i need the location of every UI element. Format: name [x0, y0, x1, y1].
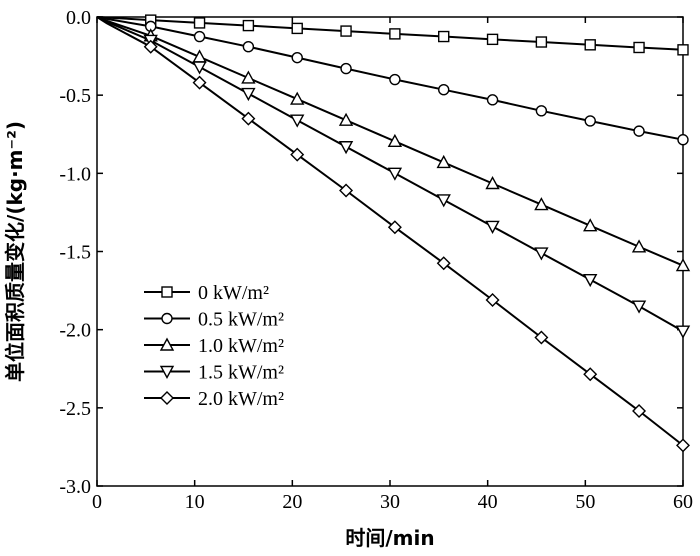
marker-triangle-down [387, 167, 403, 181]
legend-item: 0.5 kW/m² [144, 309, 284, 331]
legend-label: 0 kW/m² [198, 282, 269, 304]
y-tick-label: -2.0 [59, 320, 91, 342]
marker-diamond [241, 111, 256, 126]
x-tick-label: 20 [282, 491, 302, 513]
marker-square [340, 25, 352, 37]
x-tick-label: 40 [478, 491, 498, 513]
marker-square [677, 44, 689, 56]
marker-triangle-up [583, 218, 598, 232]
legend-item: 2.0 kW/m² [144, 388, 284, 410]
marker-diamond [485, 292, 500, 307]
marker-circle [161, 312, 173, 325]
axes: 0 10 20 30 40 50 60 0.0 -0.5 -1.0 -1.5 -2.0 -2.5 -3.0 [59, 7, 693, 513]
series-0 [96, 14, 689, 56]
marker-triangle-down [534, 247, 549, 261]
series-layer [96, 14, 691, 453]
marker-square [161, 286, 173, 298]
marker-diamond [387, 220, 402, 235]
marker-diamond [436, 256, 451, 271]
legend-label: 1.5 kW/m² [198, 362, 284, 384]
y-axis-title: 单位面积质量变化/(kg·m⁻²) [3, 121, 27, 382]
marker-diamond [632, 403, 647, 418]
marker-triangle-down [338, 141, 354, 155]
marker-diamond [583, 367, 598, 382]
marker-triangle-down [485, 220, 500, 234]
marker-square [242, 19, 255, 32]
marker-triangle-up [436, 154, 451, 169]
marker-diamond [192, 75, 207, 90]
y-tick-label: 0.0 [66, 7, 91, 29]
marker-diamond [534, 330, 549, 345]
x-axis-title: 时间/min [345, 526, 434, 550]
marker-diamond [676, 438, 690, 453]
x-tick-label: 10 [185, 491, 205, 513]
marker-triangle-down [631, 300, 647, 314]
marker-triangle-up [338, 112, 354, 126]
marker-circle [633, 125, 645, 137]
marker-triangle-up [387, 133, 403, 147]
series-line [96, 16, 684, 333]
marker-diamond [339, 183, 354, 198]
marker-square [535, 36, 548, 48]
x-tick-label: 60 [673, 491, 693, 513]
marker-triangle-down [159, 365, 175, 379]
x-tick-label: 30 [380, 491, 400, 513]
y-tick-label: -2.5 [59, 398, 91, 420]
marker-triangle-up [534, 197, 549, 211]
series-3 [96, 16, 691, 339]
marker-circle [242, 41, 255, 53]
legend-label: 1.0 kW/m² [198, 335, 284, 357]
x-tick-label: 50 [575, 491, 595, 513]
marker-triangle-up [485, 176, 500, 190]
series-2 [96, 16, 691, 272]
marker-triangle-down [583, 273, 598, 288]
legend-item: 0 kW/m² [144, 282, 269, 304]
marker-square [486, 33, 499, 46]
marker-triangle-up [241, 70, 256, 84]
marker-triangle-up [159, 337, 175, 351]
marker-triangle-down [241, 87, 256, 102]
marker-square [193, 17, 206, 29]
series-1 [96, 16, 689, 146]
marker-square [584, 39, 596, 51]
marker-triangle-up [290, 91, 305, 105]
marker-triangle-down [192, 61, 207, 75]
legend-label: 0.5 kW/m² [198, 309, 284, 331]
marker-triangle-up [675, 258, 691, 272]
marker-circle [677, 134, 689, 146]
marker-diamond [160, 391, 174, 405]
marker-circle [193, 30, 206, 43]
legend: 0 kW/m² 0.5 kW/m² 1.0 kW/m² 1.5 kW/m² 2.0 kW… [144, 282, 284, 410]
marker-circle [535, 105, 548, 117]
marker-triangle-up [192, 49, 207, 63]
marker-triangle-up [631, 239, 647, 253]
legend-item: 1.0 kW/m² [144, 335, 284, 357]
marker-circle [389, 73, 401, 86]
marker-square [438, 30, 450, 43]
marker-circle [340, 62, 352, 75]
marker-square [633, 41, 645, 54]
marker-triangle-down [675, 325, 691, 339]
marker-circle [291, 51, 303, 64]
marker-triangle-down [290, 114, 305, 128]
y-tick-label: -0.5 [59, 85, 91, 107]
marker-triangle-down [436, 194, 451, 208]
plot-frame [96, 16, 684, 487]
marker-square [291, 22, 303, 35]
marker-square [389, 28, 401, 40]
marker-circle [486, 94, 499, 106]
series-4 [96, 16, 690, 453]
marker-diamond [143, 39, 158, 54]
marker-circle [584, 115, 596, 127]
legend-label: 2.0 kW/m² [198, 388, 284, 410]
y-tick-label: -1.5 [59, 242, 91, 264]
legend-item: 1.5 kW/m² [144, 362, 284, 384]
y-tick-label: -1.0 [59, 163, 91, 185]
x-tick-label: 0 [92, 491, 102, 513]
marker-circle [438, 83, 450, 96]
y-tick-label: -3.0 [59, 476, 91, 498]
marker-diamond [290, 147, 305, 162]
